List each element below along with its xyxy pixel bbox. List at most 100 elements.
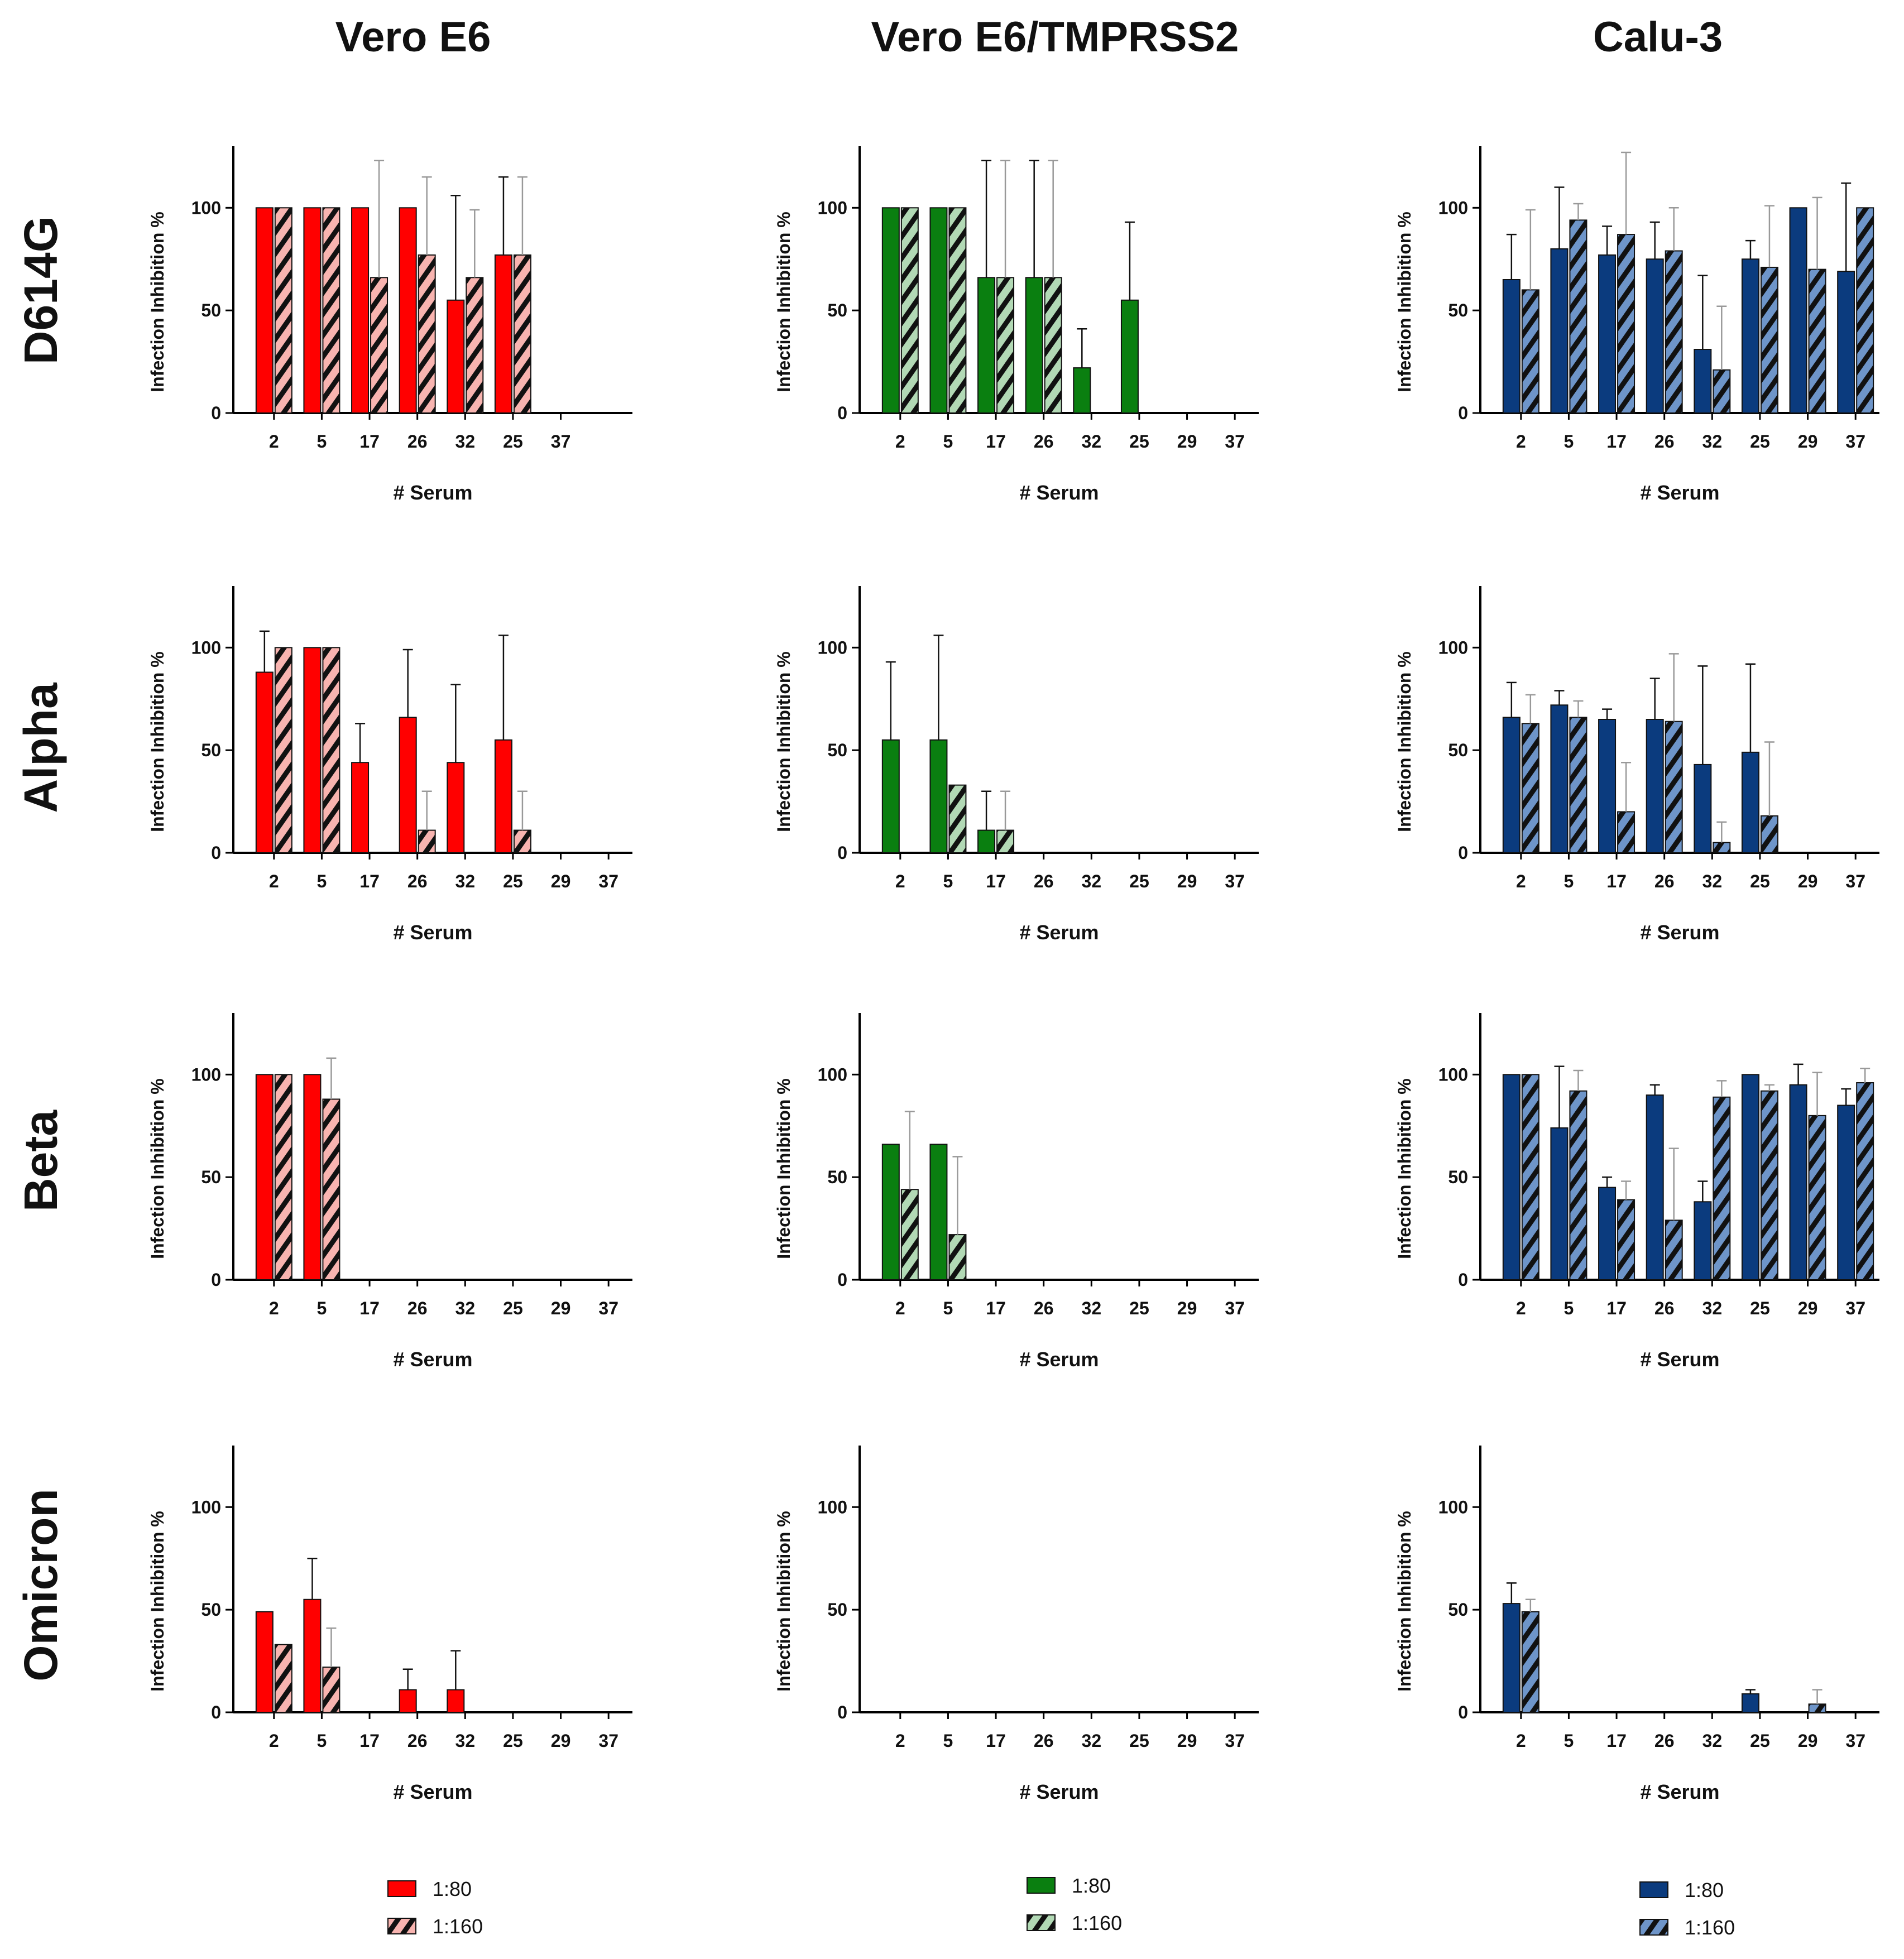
bar-s1	[1120, 299, 1139, 414]
x-tick-label: 5	[1564, 1298, 1574, 1318]
y-tick-label: 100	[818, 198, 847, 218]
x-tick-label: 32	[1702, 431, 1723, 452]
y-tick-label: 100	[1438, 198, 1468, 218]
y-tick-label: 0	[211, 1270, 221, 1290]
x-tick-label: 5	[1564, 871, 1574, 891]
bar-s2	[1521, 1611, 1539, 1713]
bar-s1	[1741, 1693, 1759, 1713]
x-tick-label: 17	[359, 871, 380, 891]
x-tick-label: 37	[1225, 431, 1245, 452]
x-tick-label: 37	[598, 1731, 618, 1751]
x-tick-label: 25	[1129, 871, 1149, 891]
x-tick-label: 5	[943, 1298, 953, 1318]
x-tick-label: 5	[943, 1731, 953, 1751]
x-tick-label: 37	[598, 1298, 618, 1318]
bar-s2	[1617, 811, 1636, 854]
y-tick-label: 50	[827, 1167, 847, 1187]
bar-s1	[303, 207, 322, 414]
x-tick-label: 37	[1225, 1731, 1245, 1751]
x-tick-label: 37	[598, 871, 618, 891]
bar-s2	[1521, 1074, 1539, 1281]
y-tick-label: 100	[818, 1497, 847, 1517]
bar-s2	[996, 277, 1015, 414]
bar-s1	[303, 1598, 322, 1713]
y-tick-label: 0	[211, 403, 221, 423]
legend-swatch-tmprss-solid	[1027, 1877, 1056, 1894]
bar-s1	[1694, 764, 1712, 854]
bar-s1	[494, 739, 512, 854]
x-axis-label: # Serum	[1019, 1780, 1099, 1803]
x-tick-label: 26	[1654, 1298, 1675, 1318]
x-tick-label: 25	[503, 1298, 523, 1318]
x-tick-label: 32	[1702, 1731, 1723, 1751]
col-title-tmprss: Vero E6/TMPRSS2	[871, 13, 1239, 61]
x-tick-label: 37	[1845, 1298, 1865, 1318]
bar-s1	[1646, 1094, 1664, 1280]
x-tick-label: 26	[1034, 1298, 1054, 1318]
x-tick-label: 25	[503, 871, 523, 891]
bar-s1	[255, 1074, 274, 1281]
bar-s1	[1837, 1105, 1855, 1280]
bar-s2	[1665, 1219, 1683, 1280]
legend-swatch-vero-hatch	[387, 1918, 416, 1934]
bar-s2	[1760, 266, 1778, 414]
y-axis-label: Infection Inhibition %	[1394, 1511, 1414, 1692]
bar-s1	[1502, 1603, 1521, 1713]
x-tick-label: 26	[1654, 431, 1675, 452]
bar-s2	[1521, 723, 1539, 854]
x-tick-label: 2	[269, 871, 279, 891]
x-axis-label: # Serum	[393, 1348, 472, 1371]
bar-s2	[418, 254, 436, 414]
x-tick-label: 29	[1798, 1298, 1818, 1318]
bar-s1	[1598, 719, 1617, 853]
x-tick-label: 2	[895, 871, 905, 891]
legend-swatch-vero-solid	[387, 1880, 416, 1897]
y-tick-label: 0	[837, 1702, 847, 1722]
x-tick-label: 5	[317, 431, 327, 452]
col-title-calu: Calu-3	[1593, 13, 1723, 61]
bar-s2	[513, 254, 531, 414]
y-tick-label: 50	[1448, 1600, 1468, 1620]
x-tick-label: 29	[1177, 1298, 1197, 1318]
x-tick-label: 2	[1516, 431, 1526, 452]
bar-s1	[1598, 1187, 1617, 1281]
x-tick-label: 2	[1516, 1731, 1526, 1751]
x-tick-label: 17	[359, 431, 380, 452]
x-tick-label: 17	[986, 1731, 1006, 1751]
bar-s1	[1598, 254, 1617, 414]
bar-s2	[1617, 1199, 1636, 1281]
y-tick-label: 100	[191, 637, 221, 657]
y-tick-label: 100	[818, 1064, 847, 1084]
bar-s1	[303, 647, 322, 854]
x-tick-label: 26	[407, 1298, 428, 1318]
bar-s1	[351, 207, 370, 414]
legend-label-calu-solid: 1:80	[1685, 1879, 1724, 1902]
y-tick-label: 50	[201, 1600, 221, 1620]
x-tick-label: 25	[1750, 871, 1770, 891]
y-tick-label: 0	[837, 1270, 847, 1290]
x-tick-label: 5	[317, 1731, 327, 1751]
x-tick-label: 26	[407, 1731, 428, 1751]
y-axis-label: Infection Inhibition %	[774, 651, 794, 832]
bar-s2	[1808, 1115, 1826, 1281]
y-tick-label: 50	[827, 300, 847, 320]
x-axis-label: # Serum	[1019, 921, 1099, 944]
y-tick-label: 50	[201, 740, 221, 760]
x-tick-label: 25	[1750, 1298, 1770, 1318]
bar-s2	[1808, 268, 1826, 414]
y-tick-label: 100	[191, 198, 221, 218]
y-tick-label: 100	[818, 637, 847, 657]
bar-s2	[274, 1074, 292, 1281]
x-axis-label: # Serum	[1019, 1348, 1099, 1371]
x-axis-label: # Serum	[393, 921, 472, 944]
y-tick-label: 0	[837, 403, 847, 423]
bar-s2	[1569, 219, 1588, 414]
y-tick-label: 50	[1448, 1167, 1468, 1187]
x-tick-label: 32	[455, 1731, 476, 1751]
